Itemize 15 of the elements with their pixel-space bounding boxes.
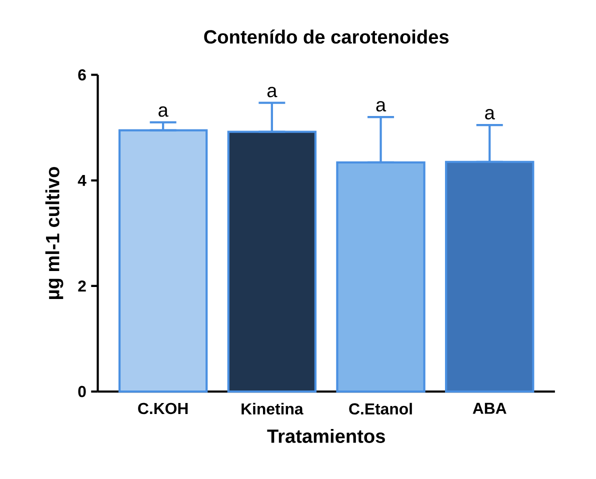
x-tick-label: Kinetina <box>242 402 304 415</box>
x-tick-label: C.Etanol <box>349 402 412 415</box>
annotation: a <box>376 101 386 112</box>
y-tick-label: 6 <box>78 69 86 80</box>
y-tick-label: 0 <box>78 386 86 398</box>
x-tick-label: ABA <box>472 402 506 414</box>
annotation: a <box>158 106 168 117</box>
y-tick-label: 4 <box>78 174 86 186</box>
annotation: a <box>267 86 278 98</box>
x-axis-title: Tratamientos <box>267 428 385 443</box>
chart-title: Contenído de carotenoides <box>204 30 449 44</box>
annotation: a <box>485 108 495 120</box>
y-axis-title: µg ml-1 cultivo <box>45 166 64 299</box>
y-tick-label: 2 <box>78 280 86 292</box>
x-tick-label: C.KOH <box>138 402 188 414</box>
